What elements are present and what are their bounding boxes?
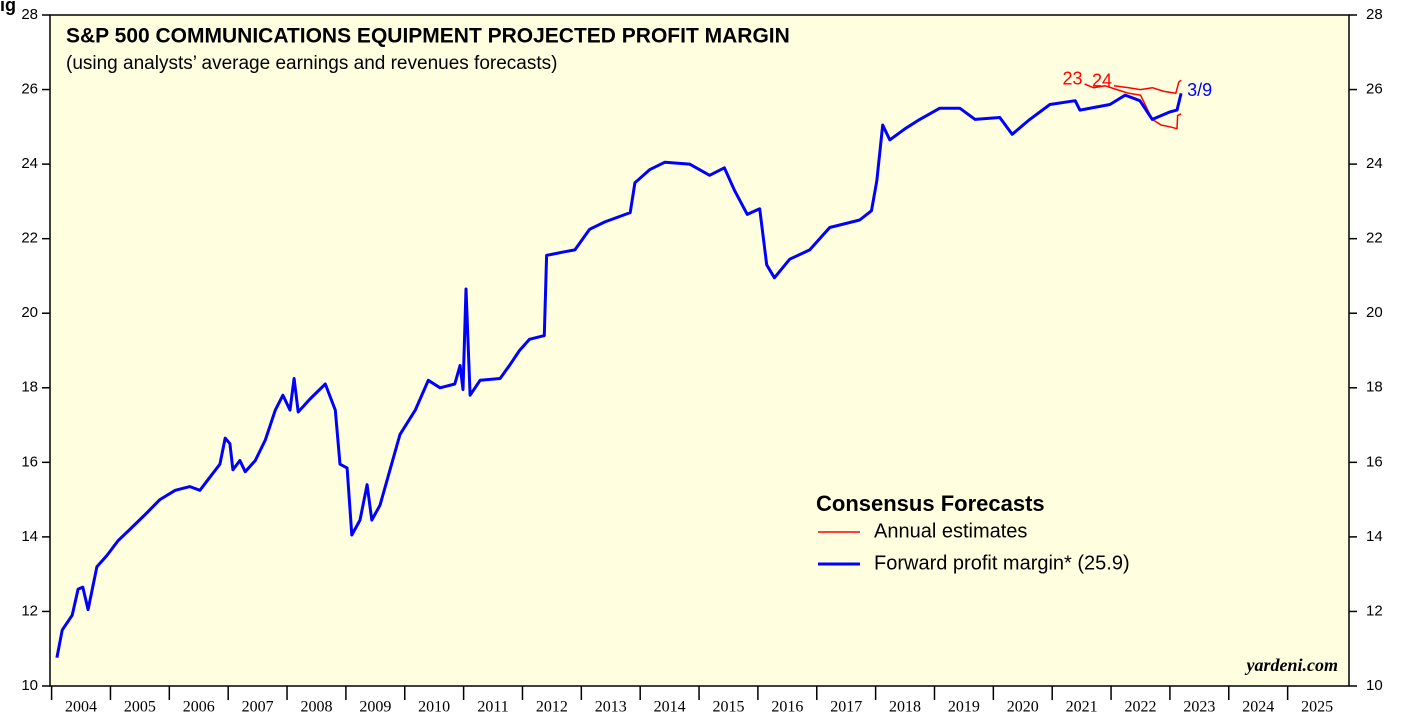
- x-tick-label: 2016: [771, 699, 803, 716]
- plot-area: [49, 14, 1350, 687]
- y-tick-label: 18: [21, 379, 38, 396]
- y-tick-label: 22: [21, 230, 38, 247]
- y-tick-label: 24: [21, 155, 38, 172]
- series-label: 23: [1063, 69, 1083, 89]
- header-fragment: ig: [0, 0, 16, 15]
- x-tick-label: 2015: [712, 699, 744, 716]
- y-tick-label: 20: [21, 304, 38, 321]
- x-tick-label: 2011: [477, 699, 508, 716]
- y2-tick-label: 26: [1366, 81, 1383, 98]
- x-tick-label: 2010: [418, 699, 450, 716]
- y-tick-label: 16: [21, 453, 38, 470]
- x-tick-label: 2007: [242, 699, 274, 716]
- y2-tick-label: 28: [1366, 6, 1383, 23]
- x-tick-label: 2006: [183, 699, 215, 716]
- series-line: [1113, 79, 1182, 95]
- x-tick-label: 2025: [1301, 699, 1333, 716]
- x-tick-label: 2014: [654, 699, 686, 716]
- y-tick-label: 12: [21, 602, 38, 619]
- end-label: 3/9: [1187, 80, 1212, 100]
- chart-subtitle: (using analysts’ average earnings and re…: [66, 53, 557, 74]
- x-tick-label: 2018: [889, 699, 921, 716]
- y-tick-label: 28: [21, 6, 38, 23]
- x-tick-label: 2004: [65, 699, 97, 716]
- legend-title: Consensus Forecasts: [816, 491, 1045, 516]
- x-tick-label: 2021: [1066, 699, 1098, 716]
- x-tick-label: 2022: [1124, 699, 1156, 716]
- chart-title: S&P 500 COMMUNICATIONS EQUIPMENT PROJECT…: [66, 25, 790, 48]
- series-line: [55, 92, 1183, 658]
- x-tick-label: 2019: [948, 699, 980, 716]
- y2-tick-label: 24: [1366, 155, 1383, 172]
- y-tick-label: 14: [21, 528, 38, 545]
- x-tick-label: 2008: [300, 699, 332, 716]
- x-tick-label: 2013: [595, 699, 627, 716]
- x-tick-label: 2009: [359, 699, 391, 716]
- series-label: 24: [1092, 71, 1112, 91]
- x-tick-label: 2024: [1242, 699, 1274, 716]
- y2-tick-label: 18: [1366, 379, 1383, 396]
- y2-tick-label: 10: [1366, 677, 1383, 694]
- series-line: [1084, 83, 1182, 130]
- y2-tick-label: 14: [1366, 528, 1383, 545]
- y2-tick-label: 20: [1366, 304, 1383, 321]
- y2-tick-label: 16: [1366, 453, 1383, 470]
- x-tick-label: 2020: [1007, 699, 1039, 716]
- watermark: yardeni.com: [1245, 655, 1339, 675]
- y2-tick-label: 22: [1366, 230, 1383, 247]
- y-tick-label: 26: [21, 81, 38, 98]
- y-tick-label: 10: [21, 677, 38, 694]
- legend-label: Forward profit margin* (25.9): [874, 552, 1130, 574]
- legend-label: Annual estimates: [874, 520, 1027, 542]
- y2-tick-label: 12: [1366, 602, 1383, 619]
- x-tick-label: 2012: [536, 699, 568, 716]
- x-tick-label: 2023: [1183, 699, 1215, 716]
- x-tick-label: 2005: [124, 699, 156, 716]
- x-tick-label: 2017: [830, 699, 862, 716]
